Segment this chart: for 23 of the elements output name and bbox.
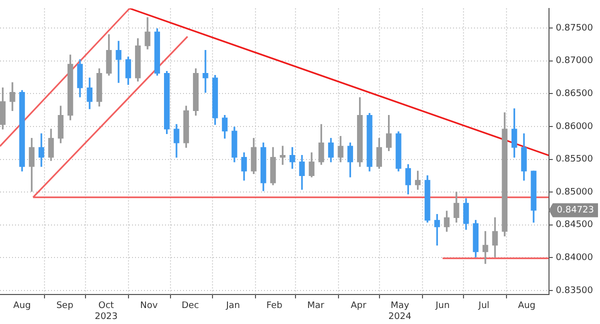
x-tick-label: Dec (182, 301, 200, 312)
y-tick-label: 0.86000 (556, 122, 594, 132)
x-tick-label: Sep (56, 301, 74, 312)
x-tick-label: Feb (266, 301, 283, 312)
x-tick-label: Aug (13, 301, 31, 312)
x-tick-label: May 2024 (388, 301, 412, 322)
x-tick-label: Jan (225, 301, 240, 312)
y-tick-label: 0.87500 (556, 23, 594, 34)
text: 0.84723 (556, 206, 594, 216)
x-tick-label: Aug (518, 301, 536, 312)
y-tick-label: 0.85000 (556, 187, 594, 198)
y-tick-label: 0.85500 (556, 154, 594, 165)
y-tick-label: 0.84000 (556, 253, 594, 264)
x-tick-label: Jun (434, 301, 450, 312)
x-tick-label: Apr (350, 301, 367, 312)
x-tick-label: Nov (140, 301, 158, 312)
x-tick-label: Jul (478, 301, 490, 312)
y-tick-label: 0.84500 (556, 220, 594, 230)
y-tick-label: 0.86500 (556, 89, 594, 100)
y-tick-label: 0.87000 (556, 56, 594, 66)
x-tick-label: Mar (307, 301, 325, 312)
x-tick-label: Oct 2023 (94, 301, 118, 322)
y-tick-label: 0.83500 (556, 286, 594, 296)
